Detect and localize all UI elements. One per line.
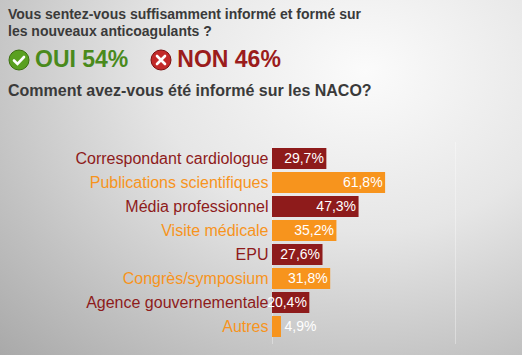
html-text:OUI 54%: OUI 54% <box>35 46 129 72</box>
html-text:Vous sentez-vous suffisamment: Vous sentez-vous suffisamment informé et… <box>8 6 361 39</box>
svg-text:35,2%: 35,2% <box>294 222 334 238</box>
svg-text:Média professionnel: Média professionnel <box>125 198 268 215</box>
svg-text:4,9%: 4,9% <box>284 318 316 334</box>
svg-text:Autres: Autres <box>222 318 268 335</box>
svg-text:Visite médicale: Visite médicale <box>161 222 268 239</box>
svg-text:Publications scientifiques: Publications scientifiques <box>90 174 269 191</box>
svg-text:29,7%: 29,7% <box>284 150 324 166</box>
svg-text:61,8%: 61,8% <box>343 174 383 190</box>
html-text:NON 46%: NON 46% <box>177 46 281 72</box>
svg-text:Congrès/symposium: Congrès/symposium <box>123 270 269 287</box>
svg-text:EPU: EPU <box>236 246 269 263</box>
svg-text:47,3%: 47,3% <box>316 198 356 214</box>
svg-text:27,6%: 27,6% <box>280 246 320 262</box>
svg-text:Correspondant cardiologue: Correspondant cardiologue <box>75 150 268 167</box>
svg-text:Agence gouvernementale: Agence gouvernementale <box>86 294 268 311</box>
html-text:Comment avez-vous été informé: Comment avez-vous été informé sur les NA… <box>8 82 372 99</box>
svg-text:20,4%: 20,4% <box>267 294 307 310</box>
svg-text:31,8%: 31,8% <box>288 270 328 286</box>
